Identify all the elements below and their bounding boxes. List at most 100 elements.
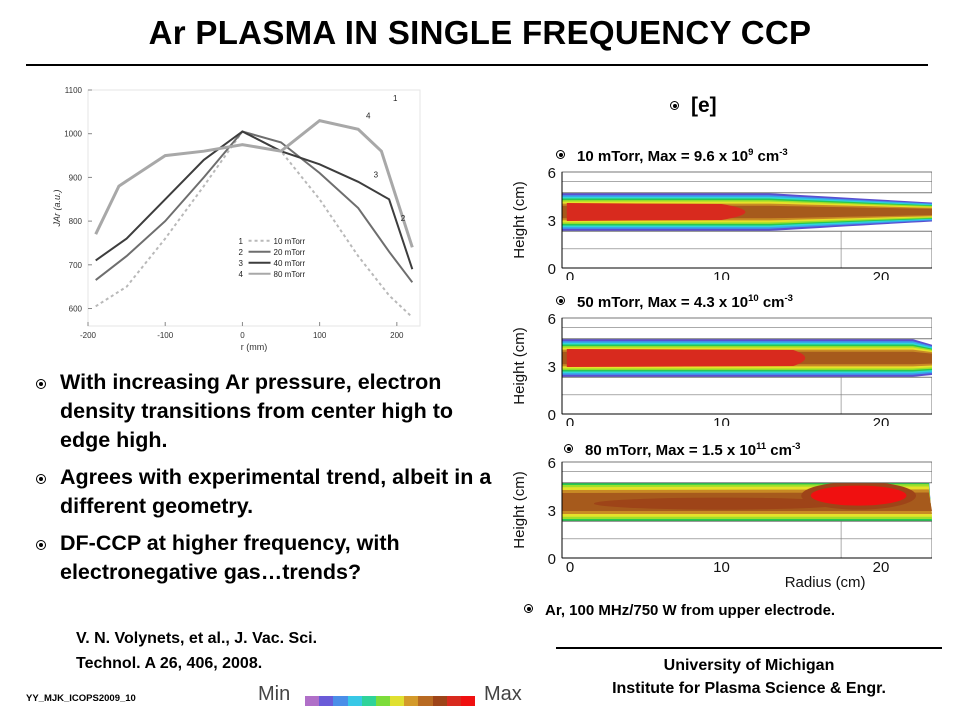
contour-band	[593, 497, 850, 510]
footer-id: YY_MJK_ICOPS2009_10	[26, 693, 136, 704]
y-tick-label: 6	[548, 311, 556, 328]
series-line	[95, 130, 413, 319]
legend-label: 10 mTorr	[274, 237, 306, 246]
y-tick-label: 900	[69, 173, 83, 182]
contour-field	[562, 473, 932, 529]
bullet-dot-icon	[556, 150, 565, 159]
bullet-dot-icon	[670, 101, 679, 110]
y-tick-label: 0	[548, 261, 556, 278]
contour-svg: 0 3 6 0 10 20 Height (cm) Radius (cm)	[511, 455, 933, 591]
bullet-text: With increasing Ar pressure, electron de…	[60, 370, 454, 452]
y-tick-label: 1000	[64, 130, 82, 139]
contour-svg: 0 3 6 0 10 20 Height (cm)	[511, 165, 933, 286]
bullet-dot-icon	[36, 474, 46, 484]
legend-number: 4	[239, 270, 244, 279]
curve-label: 2	[401, 214, 406, 223]
y-tick-label: 800	[69, 217, 83, 226]
x-axis-label: Radius (cm)	[785, 574, 866, 591]
panel-label-exponent: -3	[784, 293, 793, 304]
colorbar-cell	[432, 696, 447, 706]
experimental-chart: 1100 1000 900 800 700 600 -200 -100 0 100 200 JAr (…	[48, 84, 428, 356]
x-tick-label: 0	[240, 331, 245, 340]
series-line	[95, 130, 414, 283]
y-tick-label: 1100	[65, 86, 83, 95]
bullet-item: DF-CCP at higher frequency, with electro…	[34, 529, 494, 587]
y-tick-label: 0	[548, 551, 556, 568]
bullet-item: Agrees with experimental trend, albeit i…	[34, 463, 494, 521]
x-tick-label: 0	[566, 415, 574, 426]
series-line	[94, 118, 414, 248]
legend-number: 1	[239, 237, 244, 246]
colorbar-cell	[319, 696, 334, 706]
affiliation-line-2: Institute for Plasma Science & Engr.	[612, 680, 886, 697]
slide-title: Ar PLASMA IN SINGLE FREQUENCY CCP	[148, 14, 812, 51]
panel-label-unit: cm	[758, 294, 785, 311]
lower-electrode-region	[561, 520, 933, 559]
panel-label-unit: cm	[766, 442, 792, 459]
upper-electrode-region	[561, 317, 933, 340]
contour-band	[810, 485, 907, 506]
legend-label: 20 mTorr	[274, 248, 306, 257]
contour-plot-50mtorr: 0 3 6 0 10 20 Height (cm)	[506, 308, 933, 432]
y-tick-label: 600	[69, 305, 83, 314]
affiliation: University of Michigan Institute for Pla…	[556, 654, 942, 700]
bullet-dot-icon	[524, 604, 533, 613]
y-tick-label: 700	[69, 261, 83, 270]
curve-label: 3	[374, 170, 379, 179]
citation: V. N. Volynets, et al., J. Vac. Sci. Tec…	[76, 630, 318, 672]
y-axis-label: Height (cm)	[511, 327, 528, 405]
contour-field	[562, 193, 932, 231]
panel-label-unit: cm	[753, 148, 780, 165]
contour-band	[566, 203, 746, 221]
affiliation-divider	[556, 647, 942, 649]
y-tick-label: 3	[548, 503, 556, 520]
panel-label-exponent: 10	[748, 293, 759, 304]
series-line	[95, 130, 414, 270]
lower-electrode-region	[561, 230, 933, 269]
x-tick-label: 0	[566, 269, 574, 280]
x-tick-label: 20	[873, 415, 890, 426]
y-tick-label: 6	[548, 165, 556, 182]
contour-svg: 0 3 6 0 10 20 Height (cm)	[511, 311, 933, 432]
affiliation-line-1: University of Michigan	[663, 657, 835, 674]
colorbar-cell	[347, 696, 362, 706]
bullet-list: With increasing Ar pressure, electron de…	[34, 368, 494, 595]
contour-plot-10mtorr: 0 3 6 0 10 20 Height (cm)	[506, 162, 933, 286]
bullet-dot-icon	[564, 444, 573, 453]
panel-label-exponent: -3	[791, 441, 801, 452]
colorbar-cell	[361, 696, 376, 706]
x-tick-label: 0	[566, 559, 574, 576]
contour-plot-80mtorr: 0 3 6 0 10 20 Height (cm) Radius (cm)	[506, 452, 933, 592]
x-tick-label: -200	[80, 331, 97, 340]
bullet-dot-icon	[36, 379, 46, 389]
y-axis-label: Height (cm)	[511, 471, 528, 549]
y-axis-label: Height (cm)	[511, 181, 528, 259]
bullet-dot-icon	[36, 540, 46, 550]
x-axis-label: r (mm)	[241, 342, 268, 352]
colorbar-cell	[418, 696, 433, 706]
figure-caption: Ar, 100 MHz/750 W from upper electrode.	[524, 602, 835, 619]
y-axis-label: JAr (a.u.)	[52, 189, 62, 227]
panel-label-text: 80 mTorr, Max = 1.5 x 10	[585, 442, 757, 459]
panel-label-10mtorr: 10 mTorr, Max = 9.6 x 109 cm-3	[556, 147, 788, 165]
panel-label-exponent: -3	[779, 147, 788, 158]
legend-label: 80 mTorr	[274, 270, 306, 279]
legend-number: 3	[239, 259, 244, 268]
x-tick-label: 10	[713, 559, 730, 576]
legend-number: 2	[239, 248, 244, 257]
legend-label: 40 mTorr	[274, 259, 306, 268]
lower-electrode-region	[561, 376, 933, 415]
y-tick-label: 3	[548, 359, 556, 376]
panel-label-exponent: 9	[748, 147, 754, 158]
panel-label-text: 50 mTorr, Max = 4.3 x 10	[577, 294, 749, 311]
bullet-text: DF-CCP at higher frequency, with electro…	[60, 531, 400, 584]
colorbar-max-label: Max	[484, 683, 522, 705]
bullet-dot-icon	[556, 296, 565, 305]
bullet-text: Agrees with experimental trend, albeit i…	[60, 465, 492, 518]
experimental-chart-svg: 1100 1000 900 800 700 600 -200 -100 0 100 200 JAr (…	[52, 86, 421, 352]
x-tick-label: 10	[713, 415, 730, 426]
colorbar-cell	[375, 696, 391, 706]
upper-electrode-region	[561, 171, 933, 194]
colorbar-cell	[404, 696, 419, 706]
curve-label: 1	[393, 94, 398, 103]
